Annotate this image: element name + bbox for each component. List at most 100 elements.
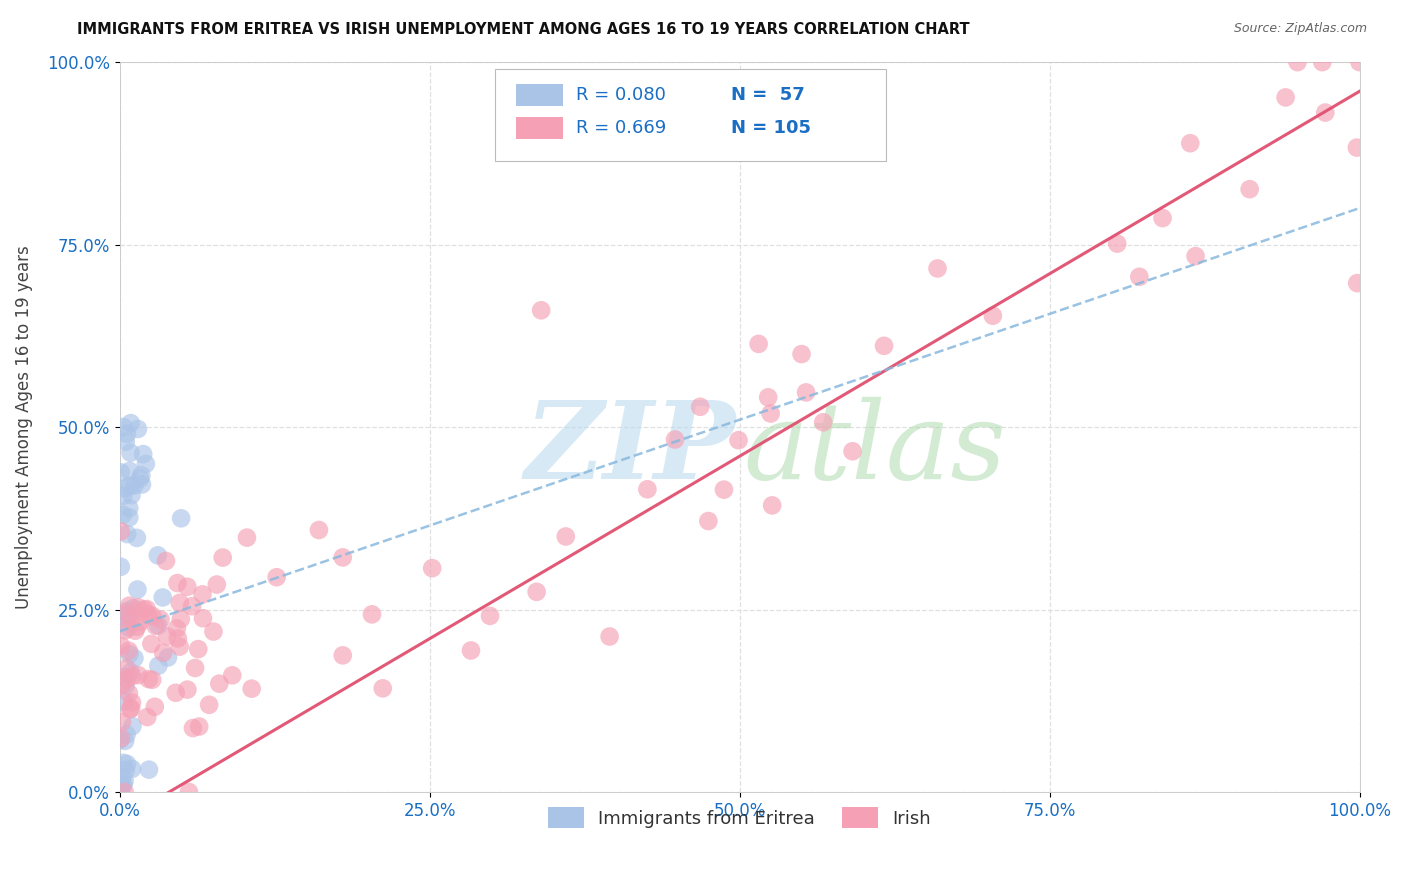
Point [191,611,214,625]
Point [156,629,179,643]
Point [221,668,243,682]
Point [112,778,135,792]
Point [118,686,141,700]
Point [205,577,228,591]
Point [1180,136,1202,151]
Point [118,501,141,516]
Point [111,715,134,730]
Legend: Immigrants from Eritrea, Irish: Immigrants from Eritrea, Irish [540,800,939,836]
Point [114,679,136,693]
Point [110,781,132,796]
Point [1310,55,1333,70]
Point [114,624,136,638]
Point [118,599,141,613]
Point [120,701,142,715]
Point [121,696,143,710]
Point [927,261,949,276]
Point [118,607,141,622]
Point [146,549,169,563]
Point [121,488,143,502]
Point [332,648,354,663]
Point [121,719,143,733]
Point [115,727,138,741]
Point [110,639,132,653]
Point [761,499,783,513]
Point [120,416,142,430]
Point [1128,269,1150,284]
Point [149,612,172,626]
Point [115,661,138,675]
Point [148,618,170,632]
Point [420,561,443,575]
Text: R = 0.669: R = 0.669 [576,119,666,136]
Point [198,698,221,712]
Point [599,630,621,644]
Point [169,640,191,654]
Point [118,647,141,661]
Point [114,763,136,777]
Point [127,620,149,634]
Point [138,672,160,686]
Point [129,472,152,486]
Point [143,699,166,714]
Point [117,621,139,635]
Point [152,591,174,605]
Point [112,756,135,770]
Point [1184,249,1206,263]
Point [1274,90,1296,104]
Point [202,624,225,639]
Text: ZIP: ZIP [524,396,735,502]
Point [141,673,163,687]
Point [114,694,136,708]
Point [170,511,193,525]
Point [211,550,233,565]
Point [131,477,153,491]
FancyBboxPatch shape [495,70,886,161]
Point [135,457,157,471]
Point [112,670,135,684]
Point [371,681,394,696]
Point [132,602,155,616]
Point [111,771,134,785]
Point [120,479,142,493]
Point [138,763,160,777]
Point [176,682,198,697]
Point [124,478,146,492]
Point [121,669,143,683]
Point [332,550,354,565]
FancyBboxPatch shape [516,117,564,139]
Text: N =  57: N = 57 [731,86,804,104]
Point [141,609,163,624]
Point [145,619,167,633]
Point [181,721,204,735]
Point [176,580,198,594]
Point [127,582,149,597]
Point [114,434,136,449]
Point [114,785,136,799]
Point [873,339,896,353]
Point [152,646,174,660]
Point [112,489,135,503]
Point [266,570,288,584]
Point [111,615,134,629]
Text: N = 105: N = 105 [731,119,811,136]
Point [1346,140,1368,154]
Point [110,731,132,746]
FancyBboxPatch shape [516,84,564,106]
Point [636,483,658,497]
Point [148,658,170,673]
Point [132,447,155,461]
Point [177,785,200,799]
Point [115,672,138,686]
Point [1286,55,1309,70]
Point [554,529,576,543]
Point [129,615,152,629]
Point [308,523,330,537]
Point [697,514,720,528]
Y-axis label: Unemployment Among Ages 16 to 19 years: Unemployment Among Ages 16 to 19 years [15,245,32,609]
Point [124,624,146,638]
Point [114,774,136,789]
Text: R = 0.080: R = 0.080 [576,86,666,104]
Point [141,637,163,651]
Point [187,642,209,657]
